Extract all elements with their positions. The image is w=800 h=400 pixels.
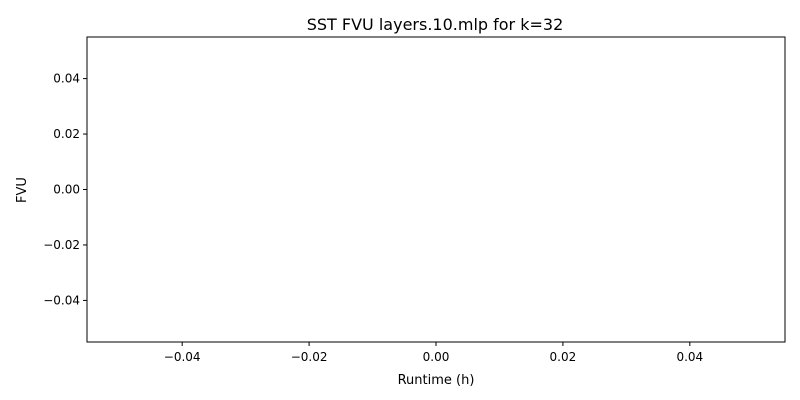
y-tick-label: 0.00 bbox=[53, 183, 80, 197]
y-tick-label: 0.04 bbox=[53, 72, 80, 86]
x-tick-label: −0.04 bbox=[164, 350, 201, 364]
x-axis-label: Runtime (h) bbox=[398, 373, 475, 388]
x-tick-label: −0.02 bbox=[291, 350, 328, 364]
chart-title: SST FVU layers.10.mlp for k=32 bbox=[307, 15, 564, 34]
y-axis-label: FVU bbox=[15, 177, 30, 203]
y-axis-ticks: −0.04 −0.02 0.00 0.02 0.04 bbox=[43, 72, 87, 307]
x-tick-label: 0.02 bbox=[550, 350, 577, 364]
x-tick-label: 0.04 bbox=[676, 350, 703, 364]
y-tick-label: −0.04 bbox=[43, 293, 80, 307]
y-tick-label: −0.02 bbox=[43, 238, 80, 252]
y-tick-label: 0.02 bbox=[53, 127, 80, 141]
x-axis-ticks: −0.04 −0.02 0.00 0.02 0.04 bbox=[164, 342, 703, 364]
x-tick-label: 0.00 bbox=[423, 350, 450, 364]
